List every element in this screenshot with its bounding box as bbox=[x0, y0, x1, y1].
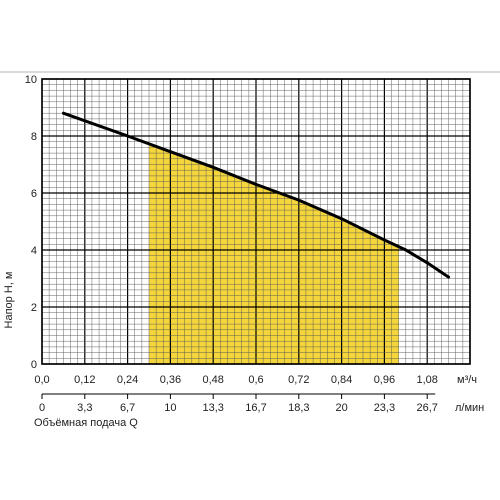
y-tick-label: 10 bbox=[25, 74, 37, 86]
x-axis-label: Объёмная подача Q bbox=[34, 417, 138, 429]
x-tick-label: 0,12 bbox=[74, 374, 95, 386]
x-tick-label: 0,84 bbox=[331, 374, 352, 386]
recommended-range-area bbox=[149, 143, 399, 364]
y-tick-label: 0 bbox=[31, 359, 37, 371]
x-tick-labels: 0,0 0,12 0,24 0,36 0,48 0,6 0,72 0,84 0,96 1,08 bbox=[34, 374, 438, 386]
x2-tick-label: 16,7 bbox=[245, 402, 266, 414]
x-tick-label: 0,96 bbox=[374, 374, 395, 386]
series-group bbox=[61, 111, 451, 279]
plot-frame bbox=[41, 78, 471, 365]
x-tick-label: 0,6 bbox=[248, 374, 263, 386]
x2-tick-label: 23,3 bbox=[374, 402, 395, 414]
y-tick-label: 6 bbox=[31, 188, 37, 200]
x-tick-label: 0,36 bbox=[160, 374, 181, 386]
x2-tick-label: 0 bbox=[39, 402, 45, 414]
recommended-range-group bbox=[149, 143, 399, 364]
y-tick-label: 2 bbox=[31, 302, 37, 314]
x-tick-label: 0,0 bbox=[34, 374, 49, 386]
x-tick-label: 1,08 bbox=[416, 374, 437, 386]
y-tick-labels: 0 2 4 6 8 10 bbox=[25, 74, 37, 371]
x2-tick-label: 3,3 bbox=[77, 402, 92, 414]
y-tick-label: 4 bbox=[31, 245, 37, 257]
y-tick-label: 8 bbox=[31, 131, 37, 143]
x-tick-label: 0,48 bbox=[202, 374, 223, 386]
y-axis-label: Напор H, м bbox=[3, 272, 15, 329]
grid bbox=[41, 78, 471, 365]
x-tick-label: 0,72 bbox=[288, 374, 309, 386]
x2-tick-label: 6,7 bbox=[120, 402, 135, 414]
series-line-0 bbox=[61, 111, 451, 279]
x2-tick-labels: 0 3,3 6,7 10 13,3 16,7 18,3 20 23,3 26,7 bbox=[39, 393, 438, 414]
x2-tick-label: 20 bbox=[335, 402, 347, 414]
x2-tick-label: 13,3 bbox=[202, 402, 223, 414]
x-tick-label: 0,24 bbox=[117, 374, 138, 386]
x2-tick-label: 10 bbox=[164, 402, 176, 414]
x2-tick-label: 26,7 bbox=[416, 402, 437, 414]
x2-unit-label: л/мин bbox=[455, 402, 484, 414]
x-unit-label: м³/ч bbox=[457, 374, 477, 386]
x2-tick-label: 18,3 bbox=[288, 402, 309, 414]
